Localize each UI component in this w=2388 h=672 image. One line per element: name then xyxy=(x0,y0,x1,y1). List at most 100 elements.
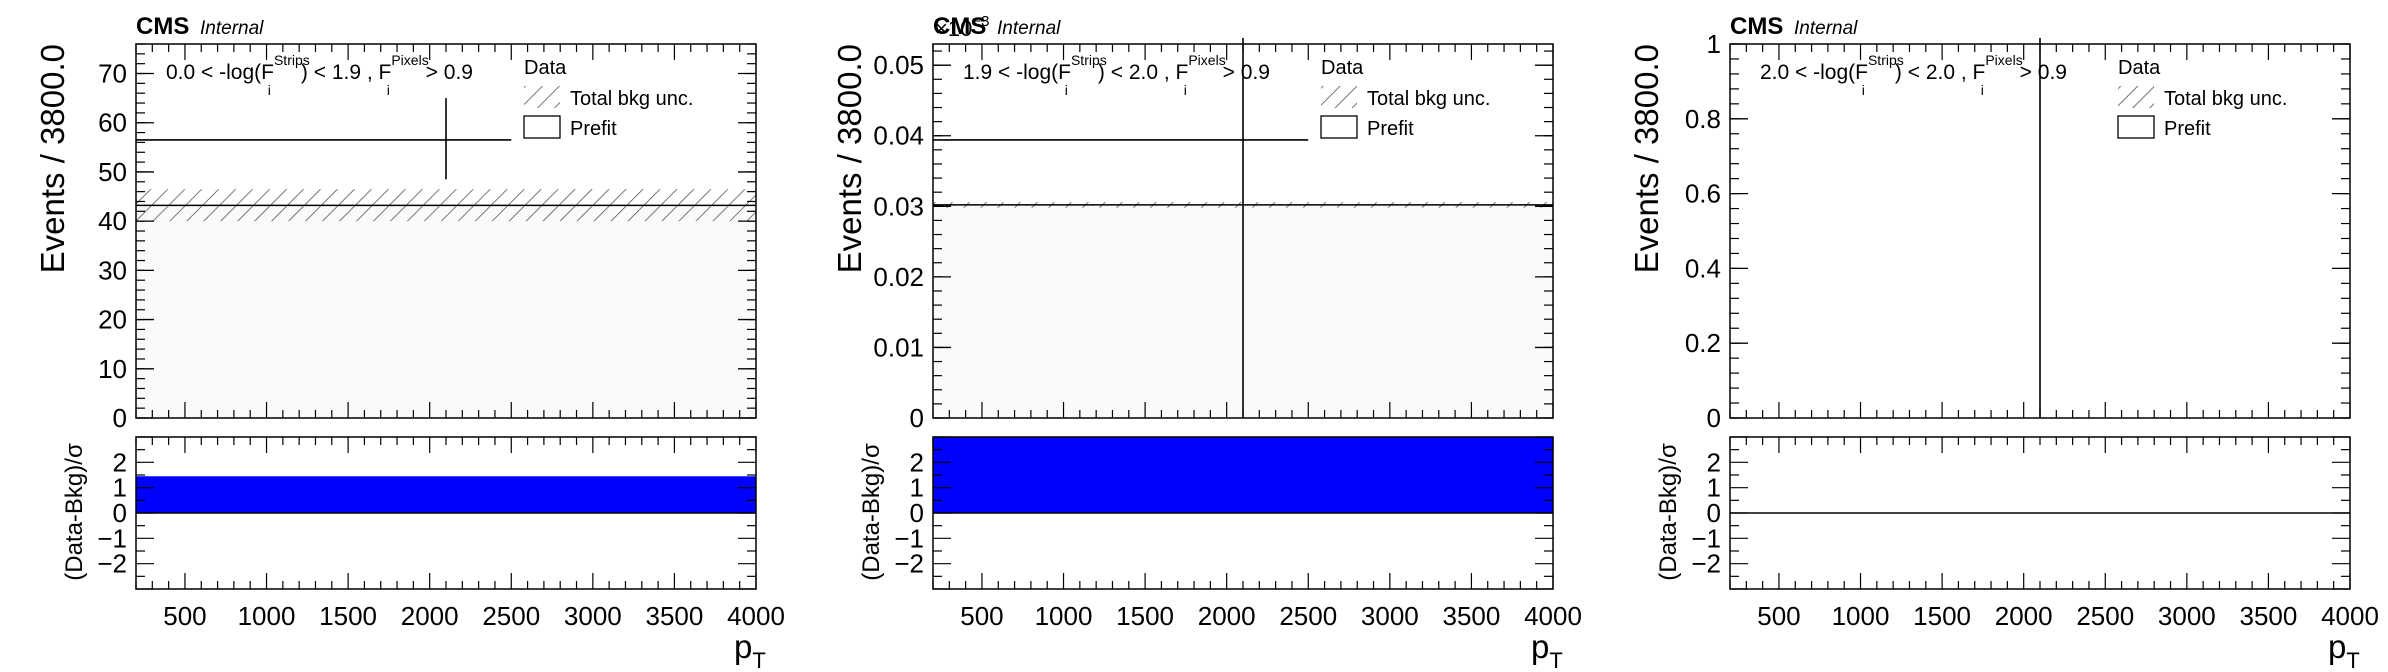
ratio-y-tick-label: 0 xyxy=(1707,498,1721,528)
y-tick-label: 0.6 xyxy=(1685,179,1721,209)
x-tick-label: 4000 xyxy=(2321,601,2379,631)
y-tick-label: 50 xyxy=(98,157,127,187)
selection-sup-pixels: Pixels xyxy=(1188,52,1225,68)
selection-mid: ) < 2.0 , F xyxy=(1098,61,1188,84)
x-tick-label: 500 xyxy=(960,601,1003,631)
y-tick-label: 0 xyxy=(113,403,127,433)
x-axis-title: pT xyxy=(1531,628,1563,672)
legend-entry-bkg-unc: Total bkg unc. xyxy=(1367,88,1490,110)
selection-sub-i2: i xyxy=(387,82,390,98)
selection-label: 0.0 < -log(FStrips i) < 1.9 , FPixels i > … xyxy=(166,52,473,98)
ratio-y-tick-label: −2 xyxy=(97,549,127,579)
selection-pre: 2.0 < -log(F xyxy=(1760,61,1868,84)
selection-mid: ) < 1.9 , F xyxy=(301,61,391,84)
x-axis-title: pT xyxy=(734,628,766,672)
y-tick-label: 0.04 xyxy=(873,121,924,151)
legend-swatch-bkg-unc xyxy=(524,86,560,108)
y-tick-label: 0.05 xyxy=(873,50,924,80)
legend-entry-prefit: Prefit xyxy=(2164,118,2211,140)
x-tick-label: 2000 xyxy=(401,601,459,631)
x-tick-label: 500 xyxy=(163,601,206,631)
legend-entry-bkg-unc: Total bkg unc. xyxy=(570,88,693,110)
x-tick-label: 2500 xyxy=(1279,601,1337,631)
x-axis-title-sub: T xyxy=(2346,648,2359,672)
experiment-label: CMS xyxy=(136,13,189,40)
legend-entry-prefit: Prefit xyxy=(1367,118,1414,140)
selection-sub-i: i xyxy=(268,82,271,98)
y-tick-label: 40 xyxy=(98,206,127,236)
x-tick-label: 3500 xyxy=(645,601,703,631)
x-tick-label: 4000 xyxy=(727,601,785,631)
x-tick-label: 3000 xyxy=(2158,601,2216,631)
legend-swatch-prefit xyxy=(2117,115,2155,139)
y-axis-title: Events / 3800.0 xyxy=(831,44,868,273)
exponent-label: ×10−3 xyxy=(935,13,989,41)
x-tick-label: 2500 xyxy=(482,601,540,631)
ratio-y-axis-title: (Data-Bkg)/σ xyxy=(858,443,885,581)
selection-sub-i2: i xyxy=(1184,82,1187,98)
selection-pre: 0.0 < -log(F xyxy=(166,61,274,84)
selection-label: 2.0 < -log(FStrips i) < 2.0 , FPixels i > … xyxy=(1760,52,2067,98)
x-tick-label: 1500 xyxy=(1116,601,1174,631)
status-label: Internal xyxy=(200,18,264,39)
background-fill xyxy=(136,205,756,418)
x-tick-label: 3500 xyxy=(1442,601,1500,631)
legend-entry-data: Data xyxy=(2118,57,2161,79)
ratio-y-tick-label: −1 xyxy=(1691,523,1721,553)
y-axis-title: Events / 3800.0 xyxy=(34,44,71,273)
legend-entry-data: Data xyxy=(524,57,567,79)
selection-post: > 0.9 xyxy=(2014,61,2067,84)
selection-label: 1.9 < -log(FStrips i) < 2.0 , FPixels i > … xyxy=(963,52,1270,98)
selection-sub-i: i xyxy=(1862,82,1865,98)
ratio-y-tick-label: 0 xyxy=(113,498,127,528)
x-tick-label: 1500 xyxy=(319,601,377,631)
experiment-label: CMS xyxy=(933,13,986,40)
ratio-y-tick-label: 2 xyxy=(910,447,924,477)
legend-entry-data: Data xyxy=(1321,57,1364,79)
ratio-y-tick-label: −2 xyxy=(894,549,924,579)
selection-sub-i: i xyxy=(1065,82,1068,98)
ratio-y-tick-label: −1 xyxy=(97,523,127,553)
x-tick-label: 2000 xyxy=(1198,601,1256,631)
ratio-y-tick-label: 1 xyxy=(1707,473,1721,503)
selection-post: > 0.9 xyxy=(420,61,473,84)
selection-mid: ) < 2.0 , F xyxy=(1895,61,1985,84)
y-tick-label: 0.8 xyxy=(1685,104,1721,134)
x-tick-label: 1000 xyxy=(1832,601,1890,631)
y-tick-label: 0.02 xyxy=(873,262,924,292)
ratio-y-tick-label: 2 xyxy=(1707,447,1721,477)
selection-sup-strips: Strips xyxy=(274,52,310,68)
selection-pre: 1.9 < -log(F xyxy=(963,61,1071,84)
x-tick-label: 4000 xyxy=(1524,601,1582,631)
legend-swatch-prefit xyxy=(523,115,561,139)
ratio-y-tick-label: −2 xyxy=(1691,549,1721,579)
x-axis-title-sub: T xyxy=(1549,648,1562,672)
y-tick-label: 0 xyxy=(910,403,924,433)
selection-post: > 0.9 xyxy=(1217,61,1270,84)
x-axis-title-main: p xyxy=(734,628,752,665)
selection-sub-i2: i xyxy=(1981,82,1984,98)
x-axis-title-main: p xyxy=(2328,628,2346,665)
ratio-bar xyxy=(933,437,1553,513)
y-tick-label: 0.01 xyxy=(873,332,924,362)
x-axis-title-main: p xyxy=(1531,628,1549,665)
exponent-power: −3 xyxy=(972,13,989,30)
legend-swatch-prefit xyxy=(1320,115,1358,139)
x-tick-label: 1500 xyxy=(1913,601,1971,631)
y-tick-label: 60 xyxy=(98,108,127,138)
y-tick-label: 20 xyxy=(98,305,127,335)
y-tick-label: 1 xyxy=(1707,29,1721,59)
selection-sup-pixels: Pixels xyxy=(1985,52,2022,68)
y-tick-label: 70 xyxy=(98,59,127,89)
x-tick-label: 1000 xyxy=(238,601,296,631)
exponent-base: ×10 xyxy=(935,16,972,41)
y-tick-label: 0.4 xyxy=(1685,253,1721,283)
x-tick-label: 2000 xyxy=(1995,601,2053,631)
x-tick-label: 3500 xyxy=(2239,601,2297,631)
